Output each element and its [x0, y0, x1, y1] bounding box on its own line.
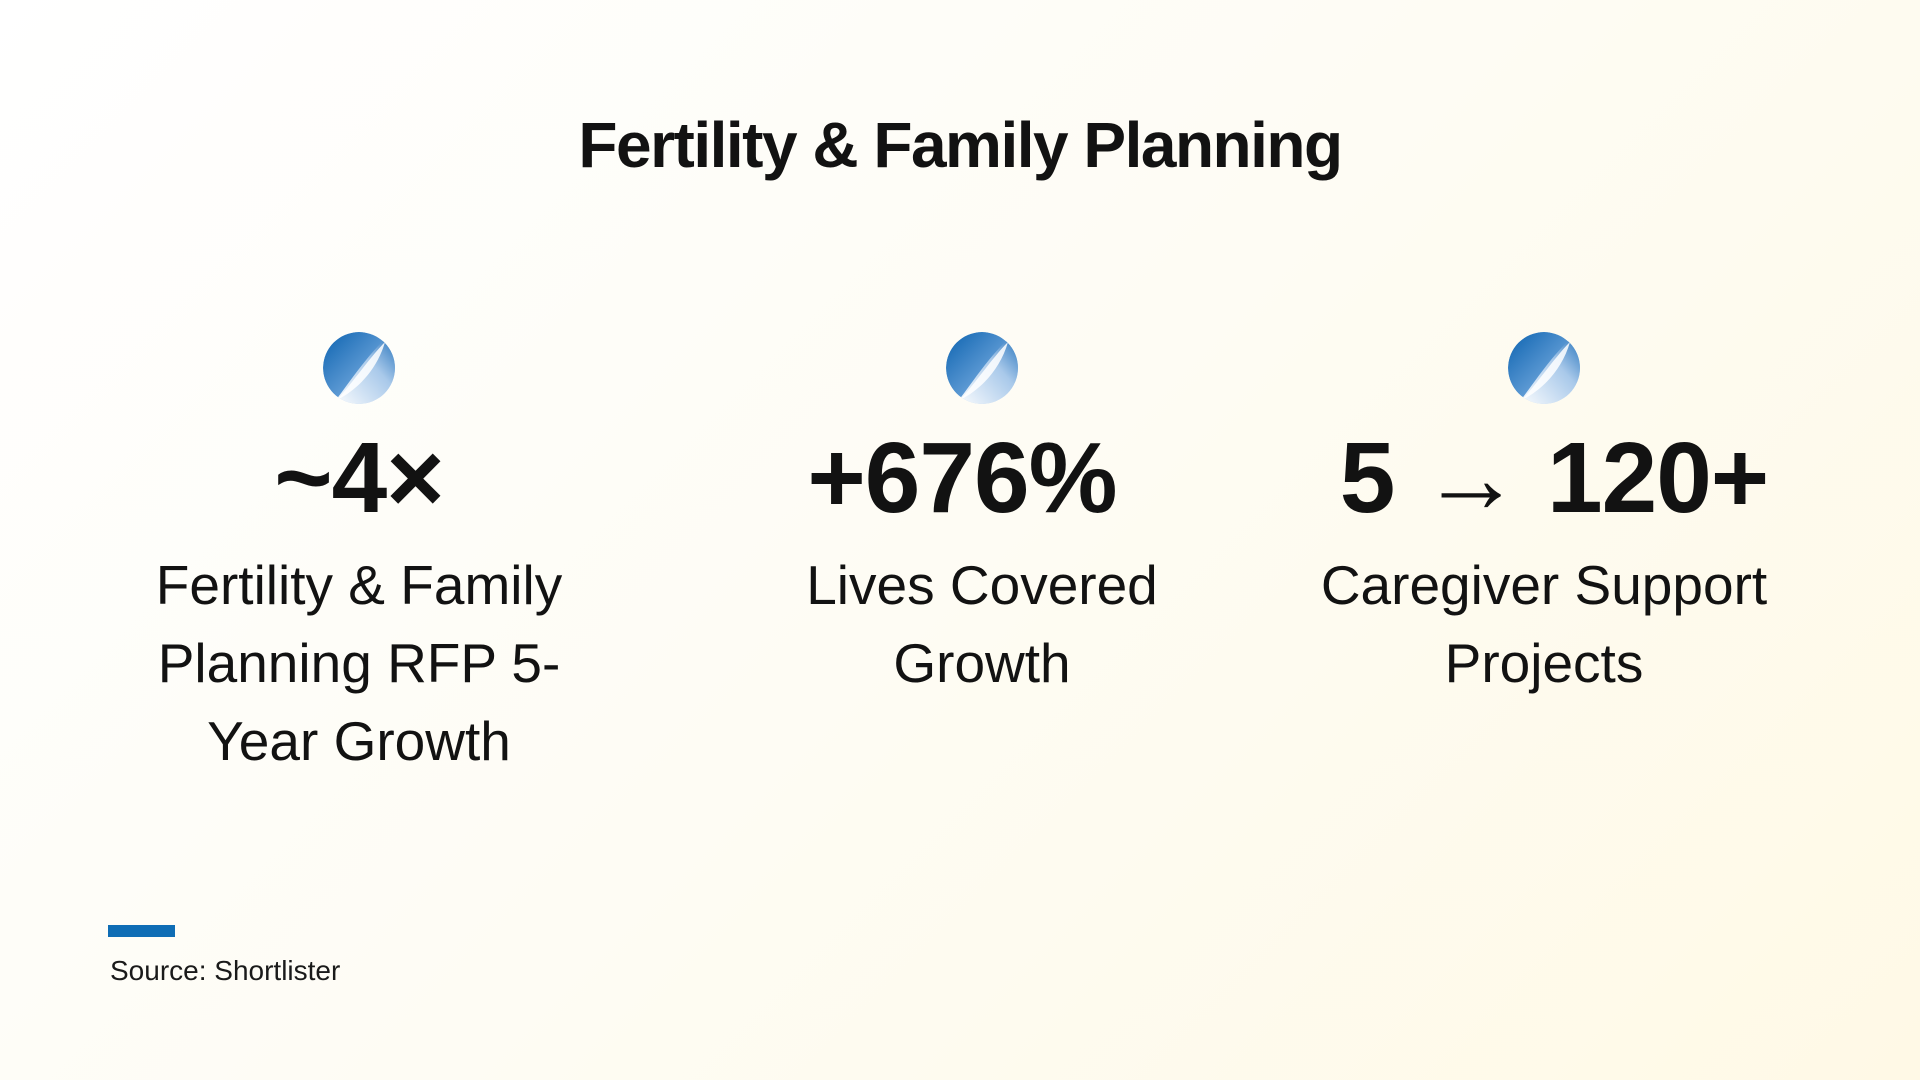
accent-bar: [108, 925, 175, 937]
stat-card: +676% Lives Covered Growth: [722, 330, 1242, 702]
globe-icon: [946, 332, 1018, 404]
stat-label-line: Planning RFP 5-: [157, 632, 561, 694]
stat-label-line: Lives Covered: [806, 554, 1158, 616]
stat-value: 5 → 120+: [1339, 422, 1769, 534]
stat-label-line: Caregiver Support: [1320, 554, 1768, 616]
stat-value: +676%: [807, 422, 1117, 534]
source-note: Source: Shortlister: [110, 955, 341, 986]
stat-label-line: Year Growth: [207, 710, 511, 772]
stat-value: ~4×: [274, 422, 444, 534]
stat-label: Fertility & Family Planning RFP 5- Year …: [99, 546, 619, 780]
stat-label: Caregiver Support Projects: [1284, 546, 1804, 702]
stat-label: Lives Covered Growth: [722, 546, 1242, 702]
stat-label-line: Projects: [1444, 632, 1644, 694]
globe-icon: [1508, 332, 1580, 404]
globe-icon: [323, 332, 395, 404]
stat-card: 5 → 120+ Caregiver Support Projects: [1284, 330, 1804, 702]
stat-label-line: Fertility & Family: [155, 554, 563, 616]
stat-card: ~4× Fertility & Family Planning RFP 5- Y…: [99, 330, 619, 780]
page-title: Fertility & Family Planning: [578, 109, 1343, 181]
stat-label-line: Growth: [893, 632, 1071, 694]
